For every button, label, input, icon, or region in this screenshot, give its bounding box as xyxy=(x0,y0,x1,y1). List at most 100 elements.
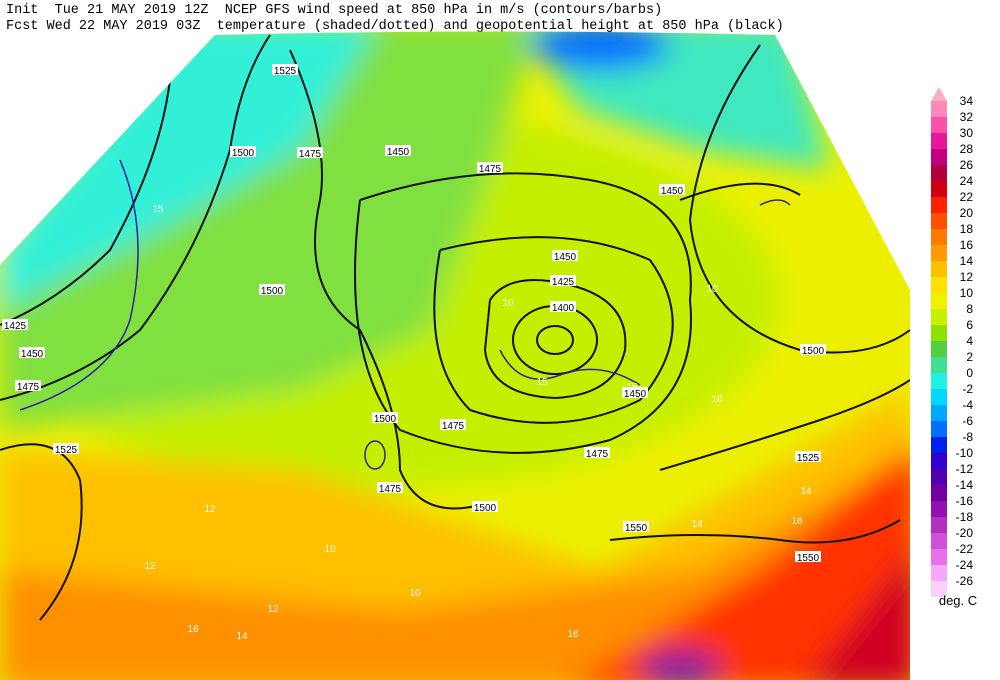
height-label: 1425 xyxy=(4,321,27,332)
height-label: 1450 xyxy=(554,252,577,263)
colorbar-label: 10 xyxy=(960,286,974,300)
colorbar-label: -16 xyxy=(956,494,974,508)
colorbar-swatch xyxy=(931,229,947,245)
temperature-label: 12 xyxy=(204,504,216,515)
label-background xyxy=(584,447,610,458)
height-label: 1500 xyxy=(474,503,497,514)
colorbar-label: 0 xyxy=(966,366,973,380)
colorbar-label: -20 xyxy=(956,526,974,540)
colorbar-label: 2 xyxy=(966,350,973,364)
colorbar-swatch xyxy=(931,101,947,117)
contour-labels: 1525 1500 1475 1450 1475 1450 1450 1425 1400 1500… xyxy=(2,64,826,642)
colorbar-swatch xyxy=(931,421,947,437)
colorbar-label: 14 xyxy=(960,254,974,268)
wind-contours xyxy=(19,159,791,470)
colorbar-label: 30 xyxy=(960,126,974,140)
colorbar-swatch xyxy=(931,437,947,453)
colorbar-swatch xyxy=(931,533,947,549)
label-background xyxy=(297,147,323,158)
height-contours xyxy=(0,34,910,621)
temperature-label: 10 xyxy=(409,588,421,599)
height-label: 1450 xyxy=(624,389,647,400)
colorbar-label: -2 xyxy=(962,382,973,396)
height-label: 1525 xyxy=(797,453,820,464)
label-background xyxy=(550,301,576,312)
label-background xyxy=(550,275,576,286)
colorbar-swatch xyxy=(931,357,947,373)
temperature-label: 12 xyxy=(267,604,279,615)
colorbar-swatch xyxy=(931,565,947,581)
colorbar-swatch xyxy=(931,341,947,357)
colorbar-swatch xyxy=(931,133,947,149)
colorbar-swatch xyxy=(931,501,947,517)
label-background xyxy=(472,501,498,512)
colorbar-label: 32 xyxy=(960,110,974,124)
label-background xyxy=(622,387,648,398)
height-label: 1550 xyxy=(797,553,820,564)
label-background xyxy=(272,64,298,75)
height-label: 1500 xyxy=(232,148,255,159)
colorbar-label: 12 xyxy=(960,270,974,284)
height-label: 1475 xyxy=(586,449,609,460)
temperature-label: 16 xyxy=(187,624,199,635)
colorbar-swatch xyxy=(931,261,947,277)
temperature-label: 10 xyxy=(324,544,336,555)
label-background xyxy=(385,145,411,156)
label-background xyxy=(623,521,649,532)
temperature-label: 15 xyxy=(536,377,548,388)
colorbar-swatch xyxy=(931,389,947,405)
temperature-label: 12 xyxy=(144,561,156,572)
colorbar-swatch xyxy=(931,117,947,133)
height-label: 1475 xyxy=(17,382,40,393)
height-label: 1450 xyxy=(21,349,44,360)
colorbar-swatch xyxy=(931,405,947,421)
colorbar-swatch xyxy=(931,469,947,485)
colorbar-label: 26 xyxy=(960,158,974,172)
height-label: 1450 xyxy=(387,147,410,158)
height-label: 1475 xyxy=(299,149,322,160)
height-label: 1500 xyxy=(374,414,397,425)
label-background xyxy=(800,344,826,355)
colorbar-swatch xyxy=(931,277,947,293)
label-background xyxy=(53,443,79,454)
colorbar-label: 28 xyxy=(960,142,974,156)
colorbar-label: 22 xyxy=(960,190,974,204)
label-background xyxy=(19,347,45,358)
temperature-label: 10 xyxy=(502,298,514,309)
colorbar-swatch xyxy=(931,197,947,213)
label-background xyxy=(15,380,41,391)
colorbar-label: -18 xyxy=(956,510,974,524)
colorbar-label: 16 xyxy=(960,238,974,252)
label-background xyxy=(377,482,403,493)
label-background xyxy=(372,412,398,423)
height-label: 1525 xyxy=(55,445,78,456)
label-background xyxy=(477,162,503,173)
colorbar: 3432302826242220181614121086420-2-4-6-8-… xyxy=(931,87,973,597)
colorbar-swatch xyxy=(931,245,947,261)
height-label: 1400 xyxy=(552,303,575,314)
label-background xyxy=(259,284,285,295)
temperature-label: 15 xyxy=(152,204,164,215)
colorbar-swatch xyxy=(931,485,947,501)
colorbar-label: -12 xyxy=(956,462,974,476)
height-label: 1475 xyxy=(379,484,402,495)
colorbar-label: 34 xyxy=(960,94,974,108)
temperature-label: 10 xyxy=(706,284,718,295)
colorbar-arrow xyxy=(931,87,947,101)
temperature-label: 14 xyxy=(800,486,812,497)
colorbar-swatch xyxy=(931,581,947,597)
colorbar-swatch xyxy=(931,181,947,197)
colorbar-label: 20 xyxy=(960,206,974,220)
height-label: 1525 xyxy=(274,66,297,77)
label-background xyxy=(659,184,685,195)
colorbar-swatch xyxy=(931,309,947,325)
temperature-label: 15 xyxy=(626,382,638,393)
colorbar-label: -8 xyxy=(962,430,973,444)
temperature-label: 14 xyxy=(691,519,703,530)
colorbar-label: -24 xyxy=(956,558,974,572)
colorbar-label: 24 xyxy=(960,174,974,188)
colorbar-swatch xyxy=(931,517,947,533)
label-background xyxy=(2,319,28,330)
